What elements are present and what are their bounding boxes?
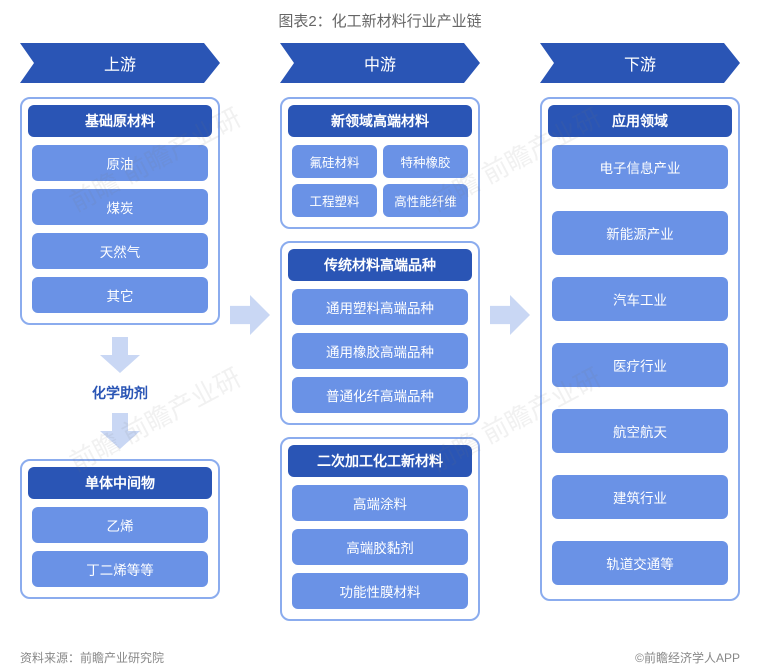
item-rail: 轨道交通等 [552,541,728,585]
panel-raw-materials: 基础原材料 原油 煤炭 天然气 其它 [20,97,220,325]
item-gp-fiber: 普通化纤高端品种 [292,377,468,413]
mid-label-additives: 化学助剂 [20,383,220,403]
item-coal: 煤炭 [32,189,208,225]
chart-title: 图表2：化工新材料行业产业链 [0,0,760,43]
item-auto: 汽车工业 [552,277,728,321]
footer-source: 资料来源：前瞻产业研究院 [20,649,164,666]
arrow-down-icon [100,413,140,449]
col-downstream: 下游 应用领域 电子信息产业 新能源产业 汽车工业 医疗行业 航空航天 建筑行业… [540,43,740,613]
header-upstream-label: 上游 [32,43,208,83]
col-upstream: 上游 基础原材料 原油 煤炭 天然气 其它 化学助剂 单体中间物 乙烯 丁二烯等… [20,43,220,611]
item-coatings: 高端涂料 [292,485,468,521]
panel-applications: 应用领域 电子信息产业 新能源产业 汽车工业 医疗行业 航空航天 建筑行业 轨道… [540,97,740,601]
arrow-down-icon [100,337,140,373]
item-gas: 天然气 [32,233,208,269]
panel-title-raw: 基础原材料 [28,105,212,137]
header-downstream-label: 下游 [552,43,728,83]
panel-traditional-highend: 传统材料高端品种 通用塑料高端品种 通用橡胶高端品种 普通化纤高端品种 [280,241,480,425]
footer-copyright: ©前瞻经济学人APP [635,649,740,666]
header-upstream: 上游 [20,43,220,83]
panel-new-highend: 新领域高端材料 氟硅材料 特种橡胶 工程塑料 高性能纤维 [280,97,480,229]
panel-title-new-highend: 新领域高端材料 [288,105,472,137]
item-crude-oil: 原油 [32,145,208,181]
panel-title-secondary: 二次加工化工新材料 [288,445,472,477]
item-fluorosilicone: 氟硅材料 [292,145,377,178]
columns-wrap: 上游 基础原材料 原油 煤炭 天然气 其它 化学助剂 单体中间物 乙烯 丁二烯等… [0,43,760,633]
item-membranes: 功能性膜材料 [292,573,468,609]
header-midstream: 中游 [280,43,480,83]
arrow-right-icon [230,293,270,337]
grid-new-highend: 氟硅材料 特种橡胶 工程塑料 高性能纤维 [292,145,468,217]
down-arrow-1 [20,337,220,373]
item-medical: 医疗行业 [552,343,728,387]
item-new-energy: 新能源产业 [552,211,728,255]
item-other: 其它 [32,277,208,313]
col-midstream: 中游 新领域高端材料 氟硅材料 特种橡胶 工程塑料 高性能纤维 传统材料高端品种… [280,43,480,633]
header-midstream-label: 中游 [292,43,468,83]
item-construction: 建筑行业 [552,475,728,519]
header-downstream: 下游 [540,43,740,83]
panel-secondary-proc: 二次加工化工新材料 高端涂料 高端胶黏剂 功能性膜材料 [280,437,480,621]
panel-title-monomers: 单体中间物 [28,467,212,499]
panel-title-apps: 应用领域 [548,105,732,137]
item-aerospace: 航空航天 [552,409,728,453]
item-eng-plastics: 工程塑料 [292,184,377,217]
item-special-rubber: 特种橡胶 [383,145,468,178]
item-gp-rubber: 通用橡胶高端品种 [292,333,468,369]
panel-monomers: 单体中间物 乙烯 丁二烯等等 [20,459,220,599]
item-adhesives: 高端胶黏剂 [292,529,468,565]
down-arrow-2 [20,413,220,449]
arrow-right-icon [490,293,530,337]
arrow-mid-to-down [490,293,530,337]
item-electronics: 电子信息产业 [552,145,728,189]
item-highperf-fiber: 高性能纤维 [383,184,468,217]
footer: 资料来源：前瞻产业研究院 ©前瞻经济学人APP [20,649,740,666]
item-ethylene: 乙烯 [32,507,208,543]
item-gp-plastics: 通用塑料高端品种 [292,289,468,325]
item-butadiene: 丁二烯等等 [32,551,208,587]
arrow-up-to-mid [230,293,270,337]
panel-title-trad-highend: 传统材料高端品种 [288,249,472,281]
